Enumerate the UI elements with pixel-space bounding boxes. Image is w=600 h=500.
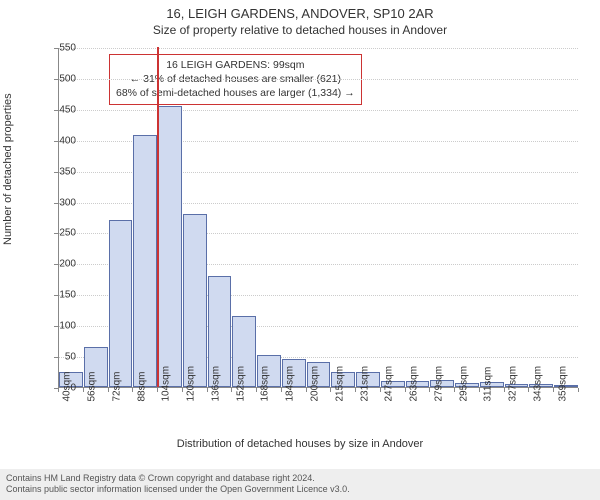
y-tick-mark bbox=[54, 295, 58, 296]
grid-line bbox=[59, 79, 578, 80]
x-tick-mark bbox=[58, 388, 59, 392]
y-tick-mark bbox=[54, 172, 58, 173]
y-tick-label: 100 bbox=[46, 321, 76, 332]
x-tick-mark bbox=[454, 388, 455, 392]
grid-line bbox=[59, 110, 578, 111]
x-tick-mark bbox=[355, 388, 356, 392]
y-tick-label: 550 bbox=[46, 43, 76, 54]
y-tick-mark bbox=[54, 264, 58, 265]
y-tick-label: 500 bbox=[46, 73, 76, 84]
marker-line bbox=[157, 47, 159, 387]
y-tick-mark bbox=[54, 326, 58, 327]
x-tick-mark bbox=[504, 388, 505, 392]
y-tick-label: 50 bbox=[46, 352, 76, 363]
y-tick-label: 400 bbox=[46, 135, 76, 146]
y-tick-mark bbox=[54, 110, 58, 111]
x-tick-mark bbox=[132, 388, 133, 392]
histogram-bar bbox=[109, 220, 133, 387]
footer-line-2: Contains public sector information licen… bbox=[6, 484, 594, 496]
plot-area: 16 LEIGH GARDENS: 99sqm ← 31% of detache… bbox=[58, 48, 578, 388]
x-tick-mark bbox=[207, 388, 208, 392]
y-tick-label: 350 bbox=[46, 166, 76, 177]
x-tick-mark bbox=[83, 388, 84, 392]
grid-line bbox=[59, 48, 578, 49]
x-tick-mark bbox=[380, 388, 381, 392]
y-tick-label: 450 bbox=[46, 104, 76, 115]
x-tick-mark bbox=[330, 388, 331, 392]
x-tick-mark bbox=[182, 388, 183, 392]
x-tick-mark bbox=[578, 388, 579, 392]
callout-line-1: 16 LEIGH GARDENS: 99sqm bbox=[116, 58, 355, 72]
histogram-bar bbox=[133, 135, 157, 387]
x-tick-mark bbox=[405, 388, 406, 392]
x-tick-mark bbox=[528, 388, 529, 392]
y-tick-label: 150 bbox=[46, 290, 76, 301]
page-subtitle: Size of property relative to detached ho… bbox=[0, 21, 600, 37]
page-title: 16, LEIGH GARDENS, ANDOVER, SP10 2AR bbox=[0, 0, 600, 21]
y-tick-mark bbox=[54, 357, 58, 358]
callout-line-3: 68% of semi-detached houses are larger (… bbox=[116, 86, 355, 100]
y-tick-mark bbox=[54, 203, 58, 204]
histogram-bar bbox=[183, 214, 207, 387]
footer-line-1: Contains HM Land Registry data © Crown c… bbox=[6, 473, 594, 485]
histogram-bar bbox=[158, 106, 182, 387]
x-tick-mark bbox=[306, 388, 307, 392]
x-tick-mark bbox=[157, 388, 158, 392]
y-tick-label: 300 bbox=[46, 197, 76, 208]
y-axis-label: Number of detached properties bbox=[2, 93, 14, 245]
y-tick-label: 200 bbox=[46, 259, 76, 270]
x-tick-mark bbox=[553, 388, 554, 392]
y-tick-mark bbox=[54, 79, 58, 80]
y-tick-label: 250 bbox=[46, 228, 76, 239]
x-tick-mark bbox=[108, 388, 109, 392]
x-tick-mark bbox=[479, 388, 480, 392]
x-tick-mark bbox=[256, 388, 257, 392]
y-tick-mark bbox=[54, 48, 58, 49]
footer: Contains HM Land Registry data © Crown c… bbox=[0, 469, 600, 500]
x-tick-mark bbox=[281, 388, 282, 392]
y-tick-mark bbox=[54, 233, 58, 234]
chart-container: Number of detached properties 16 LEIGH G… bbox=[0, 40, 600, 450]
y-tick-mark bbox=[54, 141, 58, 142]
x-axis-title: Distribution of detached houses by size … bbox=[0, 438, 600, 450]
x-tick-mark bbox=[429, 388, 430, 392]
x-tick-mark bbox=[231, 388, 232, 392]
